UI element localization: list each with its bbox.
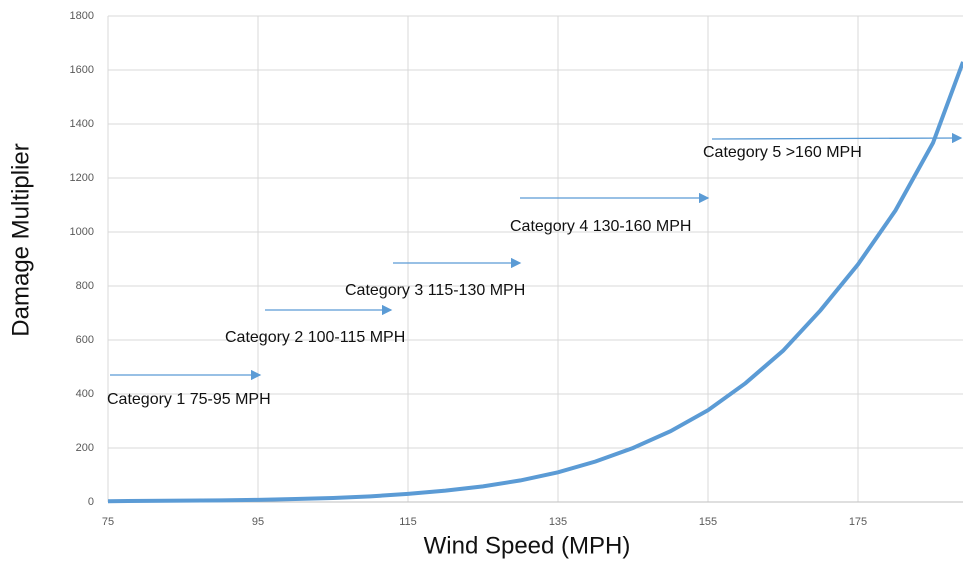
y-tick-label: 1400 xyxy=(70,118,94,130)
annotation: Category 3 115-130 MPH xyxy=(345,282,525,299)
annotation: Category 4 130-160 MPH xyxy=(510,218,691,235)
y-tick-label: 400 xyxy=(76,388,94,400)
y-tick-label: 600 xyxy=(76,334,94,346)
x-axis-title: Wind Speed (MPH) xyxy=(424,532,631,559)
x-tick-label: 75 xyxy=(102,516,114,528)
annotation: Category 1 75-95 MPH xyxy=(107,391,271,408)
annotation: Category 2 100-115 MPH xyxy=(225,329,405,346)
line xyxy=(107,61,963,504)
y-tick-label: 1800 xyxy=(70,10,94,22)
x-tick-label: 155 xyxy=(699,516,717,528)
y-tick-label: 1200 xyxy=(70,172,94,184)
x-tick-label: 175 xyxy=(849,516,867,528)
y-tick-label: 1600 xyxy=(70,64,94,76)
y-axis-title: Damage Multiplier xyxy=(7,143,34,336)
y-tick-label: 0 xyxy=(88,496,94,508)
y-tick-label: 800 xyxy=(76,280,94,292)
x-tick-label: 115 xyxy=(399,516,417,528)
annotation: Category 5 >160 MPH xyxy=(703,144,862,161)
annotation-arrow xyxy=(711,132,963,144)
x-tick-label: 135 xyxy=(549,516,567,528)
y-tick-label: 1000 xyxy=(70,226,94,238)
x-tick-label: 95 xyxy=(252,516,264,528)
y-tick-label: 200 xyxy=(76,442,94,454)
